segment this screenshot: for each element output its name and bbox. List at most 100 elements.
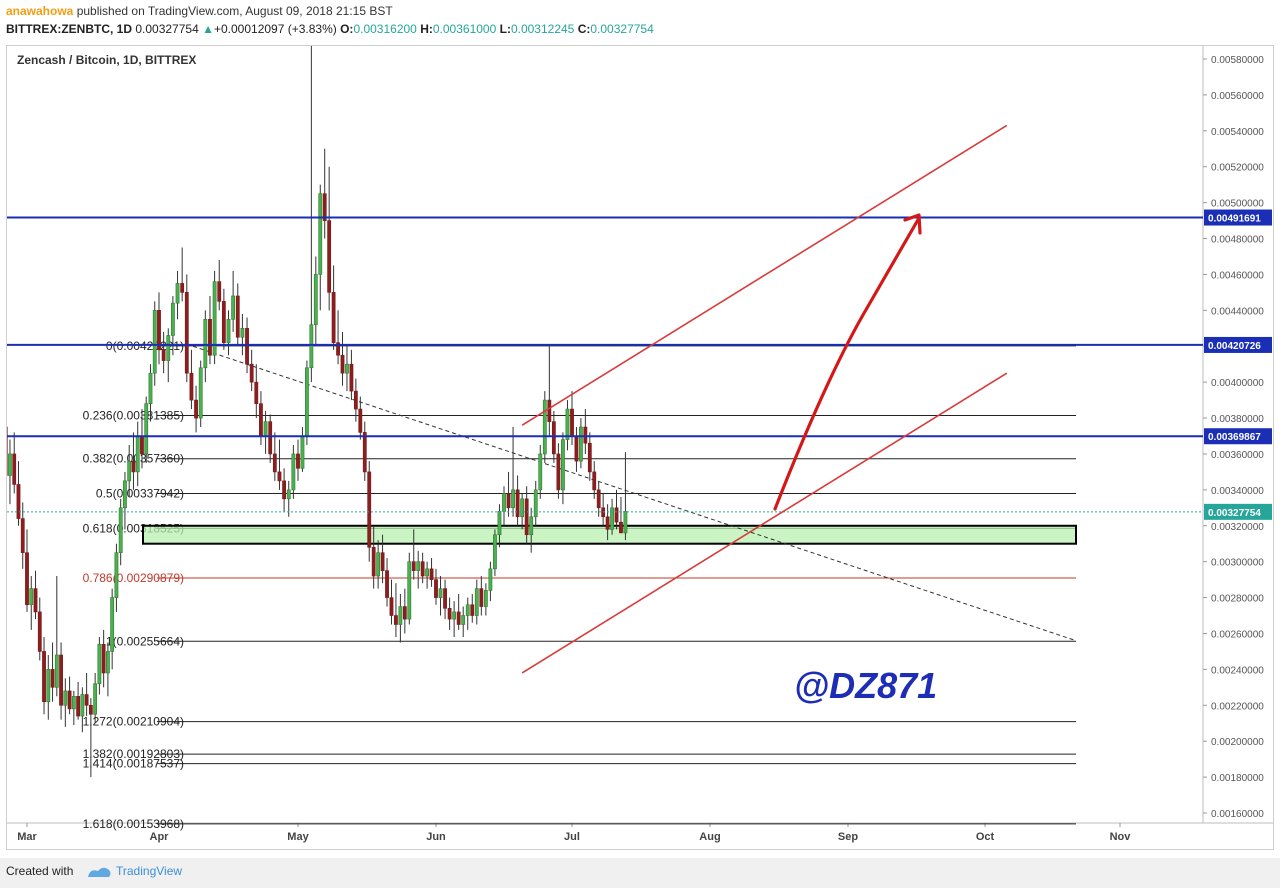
close-label: C:	[577, 22, 591, 36]
candle-body	[110, 597, 115, 652]
candle-body	[221, 301, 226, 343]
candle-body	[263, 421, 268, 437]
candle-body	[389, 597, 394, 616]
candle-body	[84, 694, 89, 706]
footer-bar: Created with TradingView	[0, 858, 1280, 888]
price-axis-label: 0.00491691	[1208, 214, 1261, 225]
candle-body	[583, 426, 588, 444]
candle-body	[542, 399, 547, 455]
candle-body	[93, 683, 98, 715]
candle-body	[240, 327, 245, 338]
candle-body	[327, 220, 332, 293]
candle-body	[349, 363, 354, 392]
candle-body	[474, 588, 479, 616]
price-chart[interactable]: Zencash / Bitcoin, 1D, BITTREX 0.00580000…	[0, 41, 1273, 849]
candle-body	[37, 611, 42, 652]
fib-level-label: 1.272(0.00210904)	[83, 715, 184, 729]
candle-body	[579, 426, 583, 462]
candle-body	[161, 349, 166, 361]
fib-level-label: 0.5(0.00337942)	[96, 487, 184, 501]
fib-level-label: 0.786(0.00290879)	[83, 571, 184, 585]
candle-body	[520, 498, 525, 518]
y-tick-label: 0.00540000	[1211, 127, 1264, 138]
x-tick-label: Oct	[976, 831, 995, 843]
candle-body	[194, 399, 198, 419]
candle-body	[592, 471, 597, 491]
candle-body	[483, 590, 488, 607]
candle-body	[402, 606, 407, 620]
x-tick-label: Sep	[838, 831, 858, 843]
price-axis-label-bg	[1204, 336, 1272, 353]
candle-body	[434, 579, 438, 598]
candle-body	[12, 453, 17, 485]
y-tick-label: 0.00400000	[1211, 378, 1264, 389]
candle-body	[479, 588, 484, 607]
candle-body	[506, 493, 511, 509]
price-axis-label-bg	[1204, 503, 1272, 520]
candle-body	[20, 518, 25, 553]
y-tick-label: 0.00340000	[1211, 486, 1264, 497]
candle-body	[309, 324, 314, 369]
y-tick-label: 0.00560000	[1211, 91, 1264, 102]
candle-body	[610, 507, 614, 530]
candle-body	[358, 408, 363, 433]
candle-body	[353, 390, 358, 410]
chart-area[interactable]: Zencash / Bitcoin, 1D, BITTREX 0.00580000…	[0, 41, 1274, 850]
candle-body	[63, 690, 68, 706]
candle-body	[217, 281, 222, 302]
candle-body	[394, 615, 398, 625]
candle-body	[50, 669, 55, 688]
candle-body	[538, 453, 543, 491]
x-tick-label: Mar	[17, 831, 37, 843]
symbol-label[interactable]: BITTREX:ZENBTC, 1D	[6, 22, 132, 36]
candle-body	[614, 507, 619, 523]
candle-body	[380, 552, 385, 571]
x-tick-label: Aug	[699, 831, 720, 843]
candle-body	[497, 511, 502, 536]
price-axis-label: 0.00420726	[1208, 341, 1261, 352]
candle-body	[385, 570, 389, 598]
tradingview-brand[interactable]: TradingView	[116, 864, 183, 878]
candle-body	[286, 489, 291, 500]
candle-body	[144, 403, 149, 455]
y-tick-label: 0.00580000	[1211, 55, 1264, 66]
candle-body	[429, 568, 434, 580]
candle-body	[249, 363, 254, 383]
author-link[interactable]: anawahowa	[6, 4, 74, 18]
candle-body	[551, 421, 556, 455]
y-tick-label: 0.00320000	[1211, 522, 1264, 533]
candle-body	[447, 608, 452, 620]
y-tick-label: 0.00480000	[1211, 235, 1264, 246]
candle-body	[515, 489, 520, 518]
published-text: published on TradingView.com, August 09,…	[73, 4, 393, 18]
candle-body	[54, 654, 59, 688]
y-tick-label: 0.00240000	[1211, 665, 1264, 676]
price-axis-label-bg	[1204, 209, 1272, 226]
candle-body	[300, 435, 305, 469]
candle-body	[456, 611, 461, 625]
candle-body	[8, 453, 12, 476]
candle-body	[619, 521, 623, 534]
candle-body	[524, 498, 529, 536]
publish-info: anawahowa published on TradingView.com, …	[6, 4, 393, 18]
candle-body	[420, 561, 425, 577]
candle-body	[42, 651, 46, 702]
tradingview-logo-icon	[88, 867, 111, 877]
candle-body	[362, 432, 367, 473]
candle-body	[46, 669, 51, 702]
fib-level-label: 0.236(0.00381385)	[83, 409, 184, 423]
candle-body	[235, 295, 240, 338]
candle-body	[533, 489, 538, 518]
y-tick-label: 0.00520000	[1211, 163, 1264, 174]
y-tick-label: 0.00260000	[1211, 629, 1264, 640]
candle-body	[198, 367, 203, 419]
candle-body	[208, 319, 212, 356]
candle-body	[416, 561, 421, 571]
candle-body	[340, 354, 345, 374]
candle-body	[140, 435, 144, 455]
candle-body	[277, 471, 282, 482]
candle-body	[123, 480, 127, 509]
channel-upper-line	[521, 124, 1008, 426]
y-tick-label: 0.00220000	[1211, 701, 1264, 712]
candle-body	[203, 319, 208, 369]
